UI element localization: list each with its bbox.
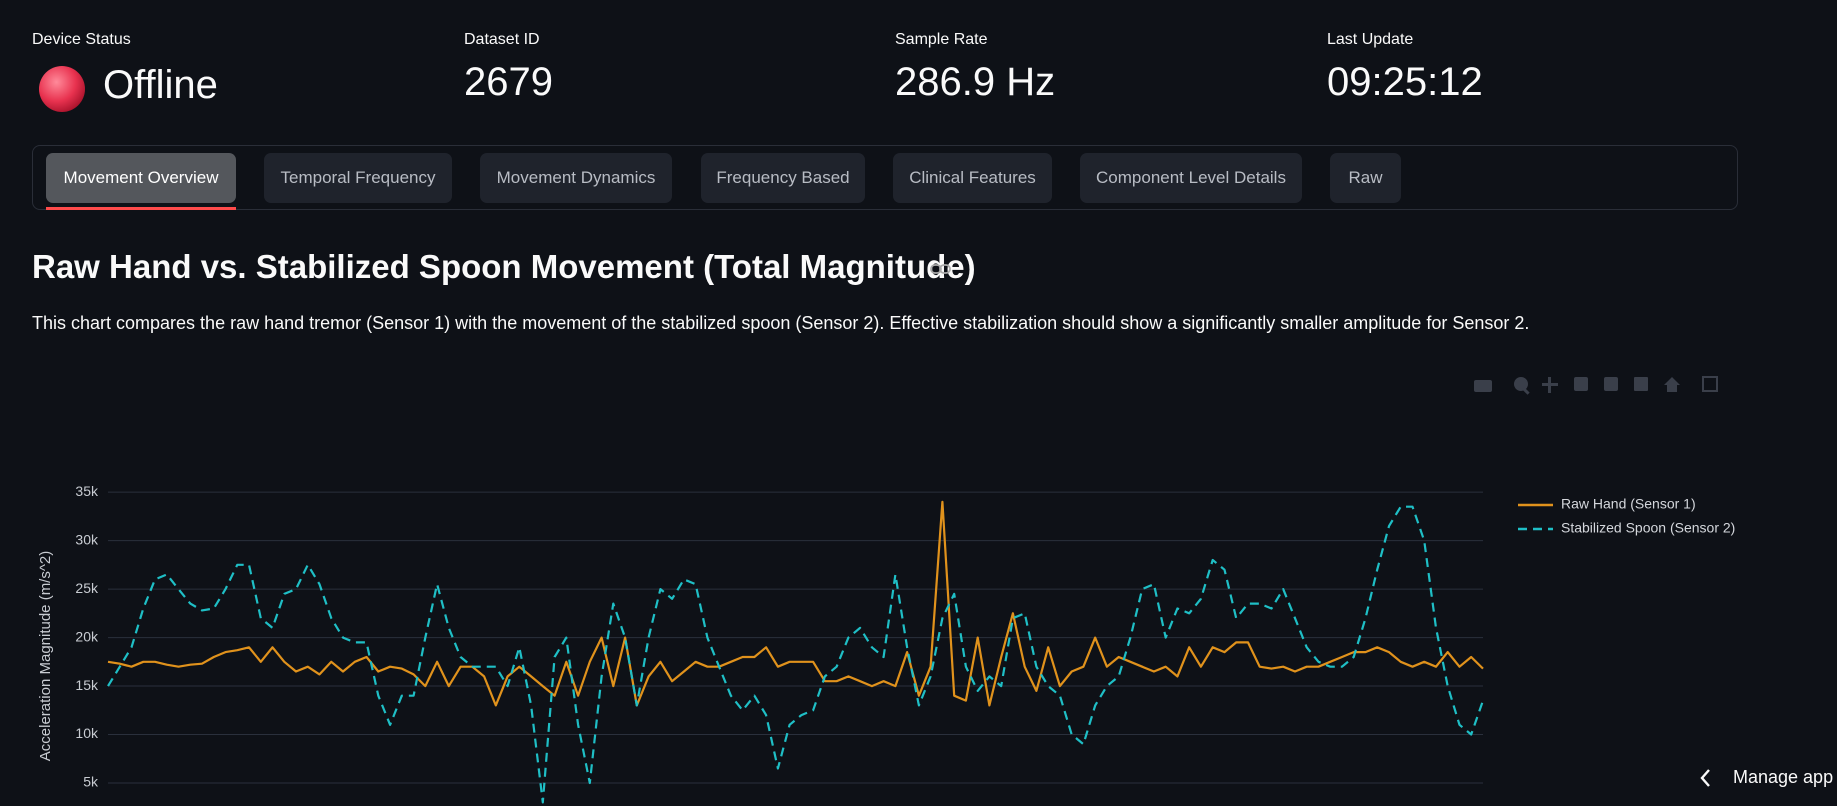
tab[interactable]: Movement Overview <box>46 153 236 203</box>
metric-value: Offline <box>103 63 218 107</box>
tab[interactable]: Frequency Based <box>701 153 865 203</box>
y-tick-label: 20k <box>75 628 99 644</box>
metric-label: Last Update <box>1327 31 1414 48</box>
y-tick-label: 25k <box>75 580 99 596</box>
tab[interactable]: Temporal Frequency <box>264 153 452 203</box>
y-axis-title: Acceleration Magnitude (m/s^2) <box>37 551 54 761</box>
tab[interactable]: Clinical Features <box>893 153 1052 203</box>
tab[interactable]: Raw <box>1330 153 1401 203</box>
chart-toolbar[interactable] <box>1470 372 1730 398</box>
manage-app-button[interactable]: Manage app <box>1733 767 1834 787</box>
y-tick-label: 35k <box>75 483 99 499</box>
metric-value: 2679 <box>464 60 553 104</box>
y-tick-label: 30k <box>75 531 99 547</box>
legend-label: Stabilized Spoon (Sensor 2) <box>1561 520 1735 536</box>
chevron-icon[interactable] <box>1696 766 1716 790</box>
tab[interactable]: Movement Dynamics <box>480 153 672 203</box>
chart: Acceleration Magnitude (m/s^2) 5k 10k 15k 2… <box>37 483 1735 804</box>
metric-label: Sample Rate <box>895 31 988 48</box>
metric-label: Dataset ID <box>464 31 540 48</box>
section-heading: Raw Hand vs. Stabilized Spoon Movement (… <box>32 248 976 285</box>
y-tick-label: 10k <box>75 725 99 741</box>
legend-label: Raw Hand (Sensor 1) <box>1561 496 1696 512</box>
status-dot <box>39 66 85 112</box>
metric-label: Device Status <box>32 31 131 48</box>
metric-value: 286.9 Hz <box>895 60 1056 104</box>
active-tab-indicator <box>46 207 236 210</box>
series-line <box>107 505 1485 804</box>
tab[interactable]: Component Level Details <box>1080 153 1302 203</box>
metric-value: 09:25:12 <box>1327 60 1483 104</box>
series-line <box>107 500 1484 707</box>
tab-bar <box>32 145 1738 210</box>
y-tick-label: 5k <box>83 774 99 790</box>
y-tick-label: 15k <box>75 677 99 693</box>
section-description: This chart compares the raw hand tremor … <box>32 313 1530 333</box>
anchor-link-icon[interactable] <box>930 261 952 277</box>
